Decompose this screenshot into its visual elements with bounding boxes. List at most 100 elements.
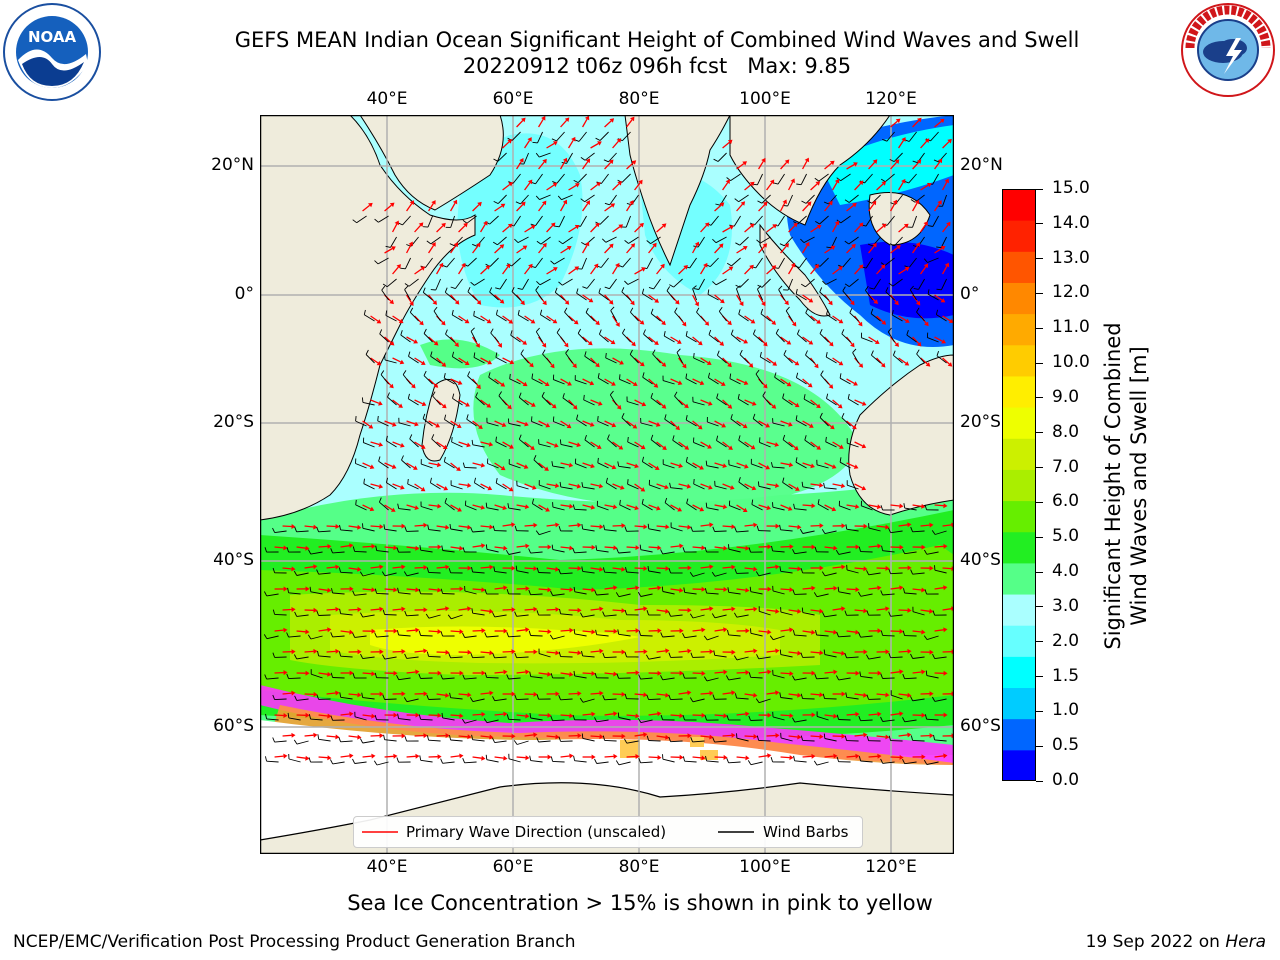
wind-barb <box>838 551 851 555</box>
wave-direction-arrowhead <box>283 586 288 592</box>
wave-direction-arrow <box>780 336 789 343</box>
wind-barb-flag <box>819 287 823 293</box>
wind-barb-flag <box>374 588 378 594</box>
wave-direction-arrow <box>700 357 709 364</box>
wind-barb-flag <box>264 591 268 597</box>
colorbar-tick-mark <box>1036 258 1043 260</box>
wind-barb <box>618 465 631 469</box>
wind-barb <box>886 131 895 142</box>
wave-direction-arrowhead <box>745 587 750 593</box>
lon-tick-top: 120°E <box>865 89 917 109</box>
wind-barb-flag <box>531 498 535 504</box>
wind-barb <box>759 610 771 616</box>
wind-barb <box>761 278 771 288</box>
wave-direction-arrowhead <box>828 384 834 389</box>
wave-direction-arrowhead <box>437 629 442 635</box>
wind-barb <box>380 374 389 385</box>
wind-barb <box>398 422 411 427</box>
wind-barb-flag <box>650 392 654 398</box>
wind-barb-flag <box>396 675 400 680</box>
wave-direction-arrowhead <box>839 444 844 449</box>
wind-barb <box>689 257 697 269</box>
wind-barb-flag <box>597 373 600 379</box>
wind-barb-flag <box>492 612 496 618</box>
wave-direction-arrowhead <box>943 712 948 718</box>
wave-direction-arrowhead <box>615 262 620 268</box>
wind-barb-flag <box>529 671 532 677</box>
wave-direction-arrow <box>348 608 358 611</box>
wave-direction-arrow <box>326 650 336 653</box>
wave-direction-arrowhead <box>789 755 794 761</box>
wind-barb-flag <box>682 547 686 553</box>
wind-barb-flag <box>551 544 554 550</box>
wave-direction-arrow <box>832 483 842 487</box>
wave-direction-arrow <box>744 357 752 366</box>
wind-barb-flag <box>739 349 743 355</box>
wave-direction-arrow <box>582 203 589 212</box>
wave-direction-arrowhead <box>790 178 795 184</box>
wind-barb <box>274 530 287 534</box>
wave-direction-arrow <box>934 294 943 301</box>
wave-direction-arrow <box>802 203 810 212</box>
wave-direction-arrow <box>582 588 592 591</box>
wave-direction-arrowhead <box>621 608 626 614</box>
wind-barb-flag <box>470 652 474 658</box>
wave-direction-arrowhead <box>613 628 618 634</box>
wave-direction-arrowhead <box>379 649 384 655</box>
wave-direction-arrow <box>890 202 896 212</box>
wind-barb <box>662 551 675 555</box>
wave-direction-arrow <box>590 692 600 695</box>
wave-direction-arrow <box>934 545 944 548</box>
wind-barb <box>626 571 639 574</box>
wind-barb-flag <box>309 586 312 592</box>
wave-direction-arrowhead <box>392 422 397 427</box>
wave-direction-arrowhead <box>371 587 376 593</box>
wind-barb-flag <box>858 546 862 552</box>
wind-barb-flag <box>825 352 828 358</box>
wave-direction-arrowhead <box>591 711 596 717</box>
wind-barb-flag <box>619 499 621 505</box>
wave-direction-arrow <box>898 650 908 653</box>
wind-barb-flag <box>796 183 802 186</box>
wind-barb-flag <box>495 352 498 358</box>
wave-direction-arrowhead <box>564 342 569 348</box>
wave-direction-arrow <box>670 504 679 510</box>
wave-direction-arrow <box>414 357 423 364</box>
wave-direction-arrow <box>524 608 534 611</box>
wind-barb <box>698 278 705 290</box>
wave-direction-arrowhead <box>885 606 890 612</box>
wind-barb-flag <box>294 654 298 660</box>
wind-barb <box>648 528 661 532</box>
wind-barb-flag <box>661 586 664 592</box>
wave-direction-arrow <box>538 630 548 633</box>
wave-direction-arrowhead <box>599 524 604 530</box>
wind-barb <box>912 698 925 702</box>
wind-barb-flag <box>396 547 400 553</box>
wave-direction-arrowhead <box>831 464 837 469</box>
wave-direction-arrowhead <box>464 360 470 365</box>
wind-barb-flag <box>805 308 809 314</box>
wave-direction-arrowhead <box>368 202 373 208</box>
wind-barb-flag <box>902 673 906 679</box>
wind-barb-flag <box>817 499 820 505</box>
wave-direction-arrow <box>678 692 688 695</box>
wind-barb <box>710 215 719 226</box>
wave-direction-arrow <box>458 225 466 233</box>
wave-direction-arrowhead <box>811 503 816 509</box>
wind-barb <box>824 654 837 658</box>
wave-direction-arrowhead <box>819 523 824 529</box>
wave-direction-arrow <box>920 524 930 527</box>
wind-barb-flag <box>581 242 586 246</box>
wave-direction-arrowhead <box>766 505 771 511</box>
wind-barb <box>362 740 375 744</box>
wave-direction-arrow <box>810 399 819 407</box>
wind-barb <box>756 173 763 185</box>
wave-direction-arrowhead <box>632 424 638 429</box>
wave-direction-arrowhead <box>463 222 468 228</box>
wave-direction-arrowhead <box>459 545 464 551</box>
southeast-asia-land <box>729 115 891 226</box>
wave-direction-arrow <box>406 203 413 212</box>
wind-barb-flag <box>932 696 936 702</box>
wave-direction-arrowhead <box>834 220 840 226</box>
wind-barb <box>706 592 719 595</box>
